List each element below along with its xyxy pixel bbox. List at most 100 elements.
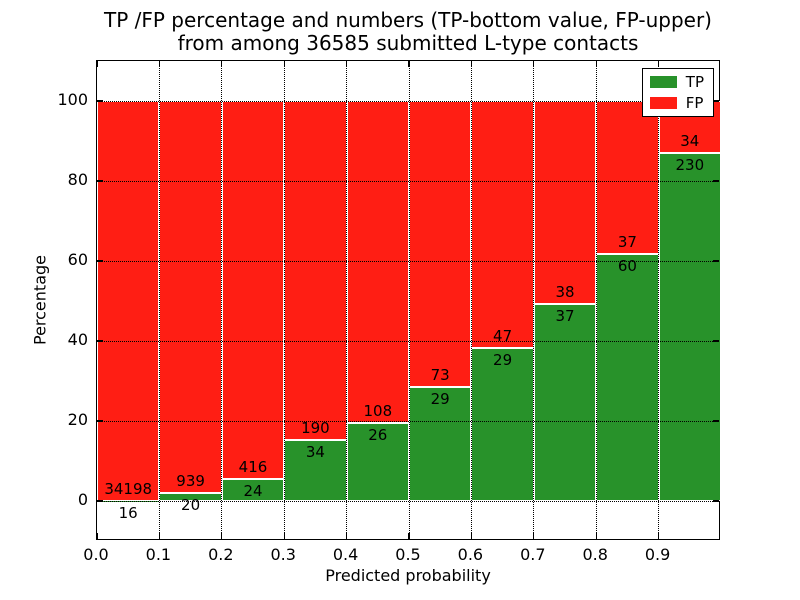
- legend-tp-label: TP: [685, 73, 704, 91]
- x-tick-label: 0.0: [83, 545, 109, 564]
- y-tick: [713, 420, 719, 422]
- legend: TP FP: [641, 68, 714, 117]
- x-tick: [158, 61, 160, 67]
- x-tick: [283, 533, 285, 539]
- x-tick: [595, 61, 597, 67]
- y-tick-label: 100: [57, 90, 88, 109]
- tp-count-label: 24: [243, 482, 263, 501]
- x-tick-label: 0.3: [270, 545, 296, 564]
- fp-count-label: 34198: [104, 479, 153, 498]
- gridline: [470, 61, 472, 539]
- bar-fp: [533, 101, 597, 304]
- gridline: [221, 61, 223, 539]
- x-tick-label: 0.1: [145, 545, 172, 564]
- gridline: [158, 61, 160, 539]
- tp-count-label: 26: [368, 426, 388, 445]
- bar-tp: [596, 253, 659, 501]
- bar-fp: [221, 101, 285, 480]
- gridline: [346, 61, 348, 539]
- bar-tp: [159, 492, 222, 501]
- bar-fp: [284, 101, 347, 441]
- x-tick: [595, 533, 597, 539]
- tp-count-label: 37: [555, 306, 575, 325]
- y-tick: [97, 340, 103, 342]
- chart-title: TP /FP percentage and numbers (TP-bottom…: [96, 9, 720, 55]
- y-tick-label: 80: [67, 170, 88, 189]
- bar-tp: [471, 348, 534, 501]
- bar-fp: [97, 101, 160, 501]
- gridline: [658, 61, 660, 539]
- chart-title-line2: from among 36585 submitted L-type contac…: [177, 31, 639, 55]
- x-tick: [408, 533, 410, 539]
- tp-count-label: 29: [493, 351, 513, 370]
- legend-entry: FP: [649, 94, 704, 112]
- tp-count-label: 230: [675, 155, 705, 174]
- bar-fp: [471, 101, 534, 349]
- fp-count-label: 47: [493, 327, 513, 346]
- x-tick: [533, 533, 535, 539]
- y-tick: [97, 500, 103, 502]
- y-tick: [97, 260, 103, 262]
- y-tick: [713, 180, 719, 182]
- x-tick: [283, 61, 285, 67]
- x-tick-label: 0.4: [332, 545, 359, 564]
- x-tick: [658, 61, 660, 67]
- bar-fp: [159, 101, 222, 493]
- fp-count-label: 73: [430, 366, 450, 385]
- tp-count-label: 16: [118, 503, 138, 522]
- y-tick: [97, 420, 103, 422]
- x-tick: [96, 61, 98, 67]
- bar-tp: [346, 423, 409, 501]
- x-tick: [221, 61, 223, 67]
- gridline: [533, 61, 535, 539]
- gridline: [408, 61, 410, 539]
- fp-count-label: 38: [555, 282, 575, 301]
- y-tick: [97, 100, 103, 102]
- y-tick-label: 60: [67, 250, 88, 269]
- tp-count-label: 34: [305, 443, 325, 462]
- x-tick: [346, 533, 348, 539]
- plot-area: 34198 16 939 20 416 24 190 34 108 26 73 29 47 29 38 37 3…: [96, 60, 721, 540]
- bar-tp: [658, 152, 721, 501]
- x-tick-label: 0.8: [582, 545, 608, 564]
- gridline: [97, 100, 719, 102]
- bar-fp: [346, 101, 409, 424]
- gridline: [97, 340, 719, 342]
- gridline: [97, 260, 719, 262]
- gridline: [97, 420, 719, 422]
- fp-count-label: 34: [680, 131, 700, 150]
- x-tick-label: 0.9: [644, 545, 671, 564]
- x-tick: [158, 533, 160, 539]
- fp-count-label: 416: [238, 458, 268, 477]
- legend-fp-swatch: [649, 97, 677, 109]
- tp-count-label: 29: [430, 390, 450, 409]
- legend-entry: TP: [649, 73, 704, 91]
- x-tick-label: 0.2: [208, 545, 234, 564]
- x-tick-label: 0.7: [520, 545, 546, 564]
- x-tick: [96, 533, 98, 539]
- x-tick-label: 0.6: [457, 545, 484, 564]
- y-tick: [713, 100, 719, 102]
- bar-fp: [409, 101, 472, 388]
- x-tick: [221, 533, 223, 539]
- legend-tp-swatch: [649, 76, 677, 88]
- chart-title-line1: TP /FP percentage and numbers (TP-bottom…: [104, 8, 712, 32]
- bar-tp: [284, 440, 347, 501]
- x-tick-label: 0.5: [395, 545, 421, 564]
- fp-count-label: 939: [176, 471, 205, 490]
- fp-count-label: 190: [301, 419, 330, 438]
- x-tick: [533, 61, 535, 67]
- bar-tp: [221, 479, 285, 501]
- y-tick-label: 20: [67, 410, 88, 429]
- y-tick: [713, 260, 719, 262]
- x-tick: [470, 61, 472, 67]
- x-tick: [470, 533, 472, 539]
- legend-fp-label: FP: [685, 94, 704, 112]
- gridline: [283, 61, 285, 539]
- x-axis-label: Predicted probability: [325, 566, 491, 585]
- gridline: [97, 500, 719, 502]
- y-tick: [713, 500, 719, 502]
- bar-tp: [409, 387, 472, 501]
- y-tick-label: 40: [67, 330, 88, 349]
